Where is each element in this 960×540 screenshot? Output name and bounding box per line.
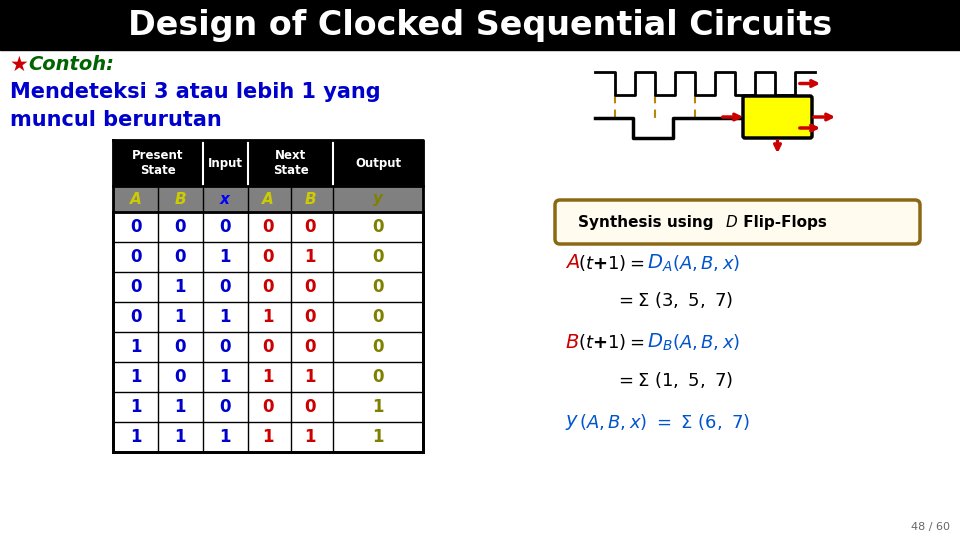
Text: 1: 1 [175,428,185,446]
Text: Next
State: Next State [273,149,308,177]
Text: $\mathit{A}$: $\mathit{A}$ [565,253,580,273]
Text: 0: 0 [131,218,142,236]
Text: A: A [131,192,142,206]
Text: 1: 1 [372,428,384,446]
Text: 0: 0 [175,338,185,356]
Text: $\mathit{y}$: $\mathit{y}$ [565,413,579,431]
Text: $\mathit{D}_{\mathit{A}}$: $\mathit{D}_{\mathit{A}}$ [647,252,672,274]
Text: $\mathit{(A, B, x)}$: $\mathit{(A, B, x)}$ [672,332,740,352]
Text: 0: 0 [175,368,185,386]
Text: muncul berurutan: muncul berurutan [10,110,222,130]
Bar [113,302,423,332]
Text: Synthesis using: Synthesis using [578,214,719,230]
Text: 0: 0 [304,338,316,356]
Text: $\mathit{(A, B, x)}\ =\ \Sigma\ (6,\ 7)$: $\mathit{(A, B, x)}\ =\ \Sigma\ (6,\ 7)$ [579,412,751,432]
Text: 0: 0 [372,218,384,236]
Text: $(t$+$1) =$: $(t$+$1) =$ [578,332,644,352]
Text: Contoh:: Contoh: [28,56,114,75]
Bar [113,242,423,272]
Text: 0: 0 [262,248,274,266]
Text: Output: Output [355,157,401,170]
Text: 1: 1 [262,308,274,326]
Bar [113,140,423,186]
Text: 1: 1 [219,428,230,446]
Text: 0: 0 [219,278,230,296]
Text: 0: 0 [372,338,384,356]
Text: ★: ★ [10,55,29,75]
Bar [113,362,423,392]
Text: 0: 0 [372,308,384,326]
Text: y: y [373,192,383,206]
Text: 0: 0 [219,338,230,356]
Text: 1: 1 [219,308,230,326]
Bar [113,392,423,422]
Text: 1: 1 [304,428,316,446]
Text: $\mathit{(A, B, x)}$: $\mathit{(A, B, x)}$ [672,253,740,273]
Bar [113,332,423,362]
Text: Mendeteksi 3 atau lebih 1 yang: Mendeteksi 3 atau lebih 1 yang [10,82,380,102]
Text: $\mathit{D}$: $\mathit{D}$ [725,214,738,230]
Text: 1: 1 [131,338,142,356]
Text: 0: 0 [304,398,316,416]
Text: $\mathit{D}_{\mathit{B}}$: $\mathit{D}_{\mathit{B}}$ [647,332,673,353]
FancyBboxPatch shape [743,96,812,138]
Text: 0: 0 [304,278,316,296]
Bar [0,0,960,50]
Text: x: x [220,192,230,206]
Text: 0: 0 [131,278,142,296]
Text: B: B [174,192,186,206]
Text: 0: 0 [262,218,274,236]
Text: $\mathit{B}$: $\mathit{B}$ [565,333,579,352]
Text: 1: 1 [175,308,185,326]
Text: Flip-Flops: Flip-Flops [738,214,827,230]
Text: 1: 1 [131,368,142,386]
Text: 1: 1 [175,278,185,296]
Text: 0: 0 [262,338,274,356]
Text: 0: 0 [372,248,384,266]
Text: B: B [304,192,316,206]
Text: 1: 1 [262,428,274,446]
Text: 0: 0 [175,248,185,266]
Bar [113,212,423,242]
Text: Input: Input [208,157,243,170]
Text: 1: 1 [304,368,316,386]
Text: 1: 1 [175,398,185,416]
Text: 0: 0 [372,278,384,296]
Text: A: A [262,192,274,206]
Bar [113,272,423,302]
Text: 0: 0 [262,398,274,416]
Text: 0: 0 [131,248,142,266]
Text: 0: 0 [372,368,384,386]
Text: 1: 1 [304,248,316,266]
Text: 48 / 60: 48 / 60 [911,522,950,532]
Text: 0: 0 [304,308,316,326]
Text: 1: 1 [219,248,230,266]
Text: 0: 0 [131,308,142,326]
Text: 0: 0 [219,218,230,236]
Text: Present
State: Present State [132,149,183,177]
Text: 1: 1 [219,368,230,386]
Bar [113,186,423,212]
Text: 1: 1 [262,368,274,386]
Text: $= \Sigma\ (1,\ 5,\ 7)$: $= \Sigma\ (1,\ 5,\ 7)$ [615,370,733,390]
Text: 1: 1 [131,428,142,446]
Text: 0: 0 [304,218,316,236]
Text: $= \Sigma\ (3,\ 5,\ 7)$: $= \Sigma\ (3,\ 5,\ 7)$ [615,290,733,310]
Text: Design of Clocked Sequential Circuits: Design of Clocked Sequential Circuits [128,9,832,42]
Text: 0: 0 [262,278,274,296]
FancyBboxPatch shape [555,200,920,244]
Text: $(t$+$1) =$: $(t$+$1) =$ [578,253,644,273]
Text: 1: 1 [131,398,142,416]
Bar [113,422,423,452]
Text: 0: 0 [219,398,230,416]
Text: 1: 1 [372,398,384,416]
Text: 0: 0 [175,218,185,236]
